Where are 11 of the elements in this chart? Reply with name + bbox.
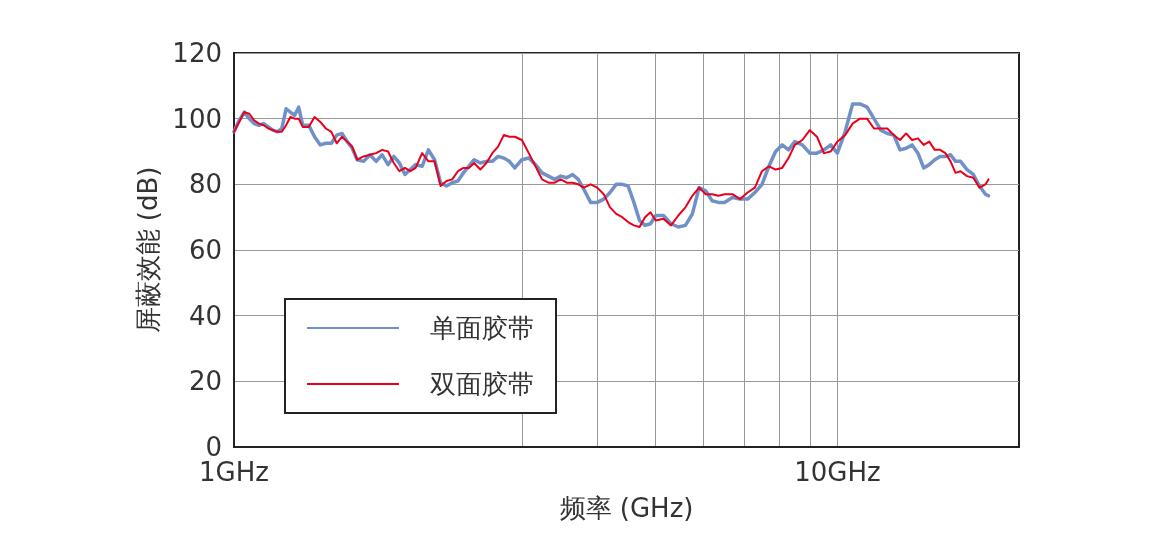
legend-label: 单面胶带: [430, 313, 534, 343]
y-axis-title: 屏蔽效能 (dB): [133, 166, 164, 334]
y-tick-label: 120: [172, 38, 222, 68]
y-tick-label: 40: [188, 300, 222, 331]
y-tick-label: 80: [188, 169, 222, 200]
x-tick-label: 10GHz: [794, 457, 881, 487]
y-tick-label: 60: [188, 235, 222, 265]
legend-label: 双面胶带: [430, 369, 534, 399]
y-tick-label: 100: [172, 103, 222, 134]
y-tick-label: 20: [188, 366, 222, 397]
x-axis-title: 频率 (GHz): [559, 493, 694, 523]
